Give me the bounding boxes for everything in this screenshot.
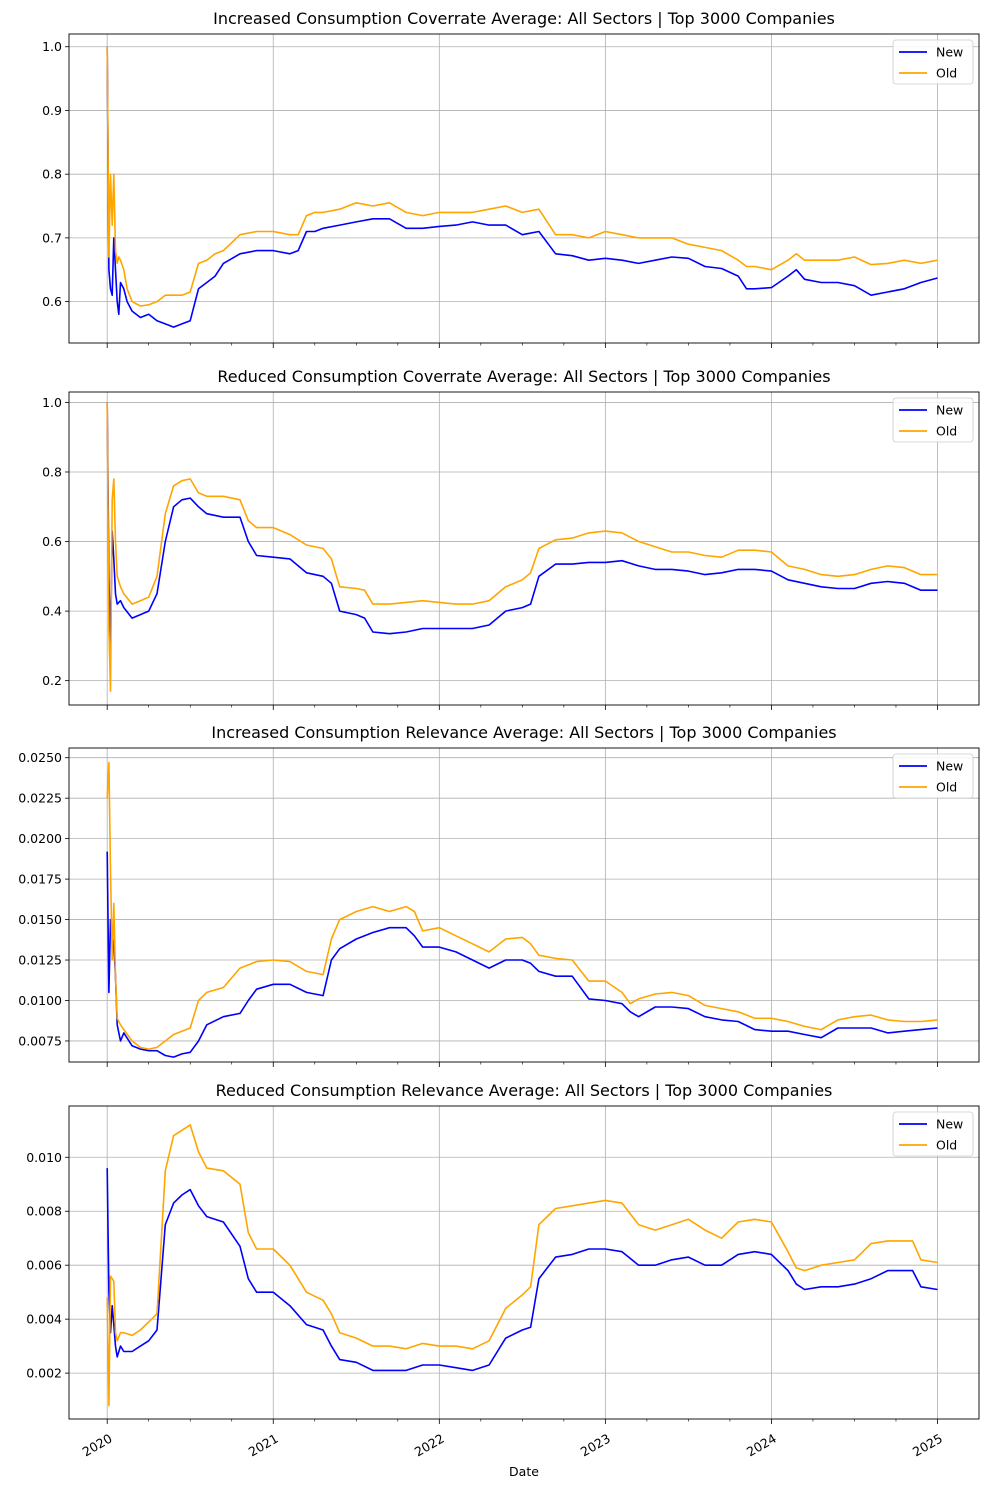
- chart-title: Reduced Consumption Coverrate Average: A…: [217, 367, 830, 386]
- x-axis-label: Date: [509, 1464, 539, 1479]
- y-tick-label: 0.6: [42, 534, 62, 549]
- legend-label: Old: [936, 66, 957, 81]
- y-tick-label: 1.0: [42, 39, 62, 54]
- legend: New Old: [892, 39, 974, 85]
- y-tick-label: 0.010: [26, 1150, 62, 1165]
- y-tick-label: 0.9: [42, 103, 62, 118]
- y-tick-label: 0.0125: [18, 953, 62, 968]
- y-tick-label: 0.0225: [18, 791, 62, 806]
- chart-panel-1: Increased Consumption Coverrate Average:…: [42, 9, 980, 348]
- y-tick-label: 0.0100: [18, 993, 62, 1008]
- y-tick-label: 0.0150: [18, 912, 62, 927]
- y-tick-label: 1.0: [42, 395, 62, 410]
- y-tick-label: 0.0250: [18, 750, 62, 765]
- series-line-new: [106, 851, 938, 1058]
- y-tick-label: 0.0075: [18, 1033, 62, 1048]
- x-tick-label: 2020: [80, 1431, 115, 1460]
- chart-panel-4: Reduced Consumption Relevance Average: A…: [26, 1081, 980, 1479]
- x-tick-label: 2022: [412, 1431, 447, 1460]
- x-tick-label: 2021: [246, 1431, 281, 1460]
- axes-frame: [68, 391, 980, 706]
- series-line-old: [106, 46, 938, 307]
- legend-label: New: [936, 403, 963, 418]
- y-tick-label: 0.0175: [18, 872, 62, 887]
- axes-frame: [68, 1105, 980, 1420]
- y-tick-label: 0.008: [26, 1204, 62, 1219]
- series-line-old: [106, 1124, 938, 1407]
- legend-label: Old: [936, 424, 957, 439]
- legend: New Old: [892, 1111, 974, 1157]
- legend: New Old: [892, 753, 974, 799]
- y-tick-label: 0.8: [42, 464, 62, 479]
- chart-title: Increased Consumption Coverrate Average:…: [213, 9, 835, 28]
- chart-title: Reduced Consumption Relevance Average: A…: [216, 1081, 833, 1100]
- series-line-new: [106, 1168, 938, 1372]
- series-line-old: [106, 761, 938, 1050]
- legend-label: New: [936, 759, 963, 774]
- y-tick-label: 0.004: [26, 1312, 62, 1327]
- legend-label: New: [936, 1117, 963, 1132]
- legend-label: Old: [936, 1138, 957, 1153]
- y-tick-label: 0.6: [42, 294, 62, 309]
- chart-panel-3: Increased Consumption Relevance Average:…: [18, 723, 980, 1067]
- series-line-new: [106, 46, 938, 328]
- x-tick-label: 2024: [744, 1431, 779, 1460]
- y-tick-label: 0.006: [26, 1258, 62, 1273]
- y-tick-label: 0.0200: [18, 831, 62, 846]
- x-tick-label: 2023: [578, 1431, 613, 1460]
- legend-label: New: [936, 45, 963, 60]
- y-tick-label: 0.8: [42, 167, 62, 182]
- legend: New Old: [892, 397, 974, 443]
- axes-frame: [68, 747, 980, 1063]
- y-tick-label: 0.4: [42, 604, 62, 619]
- chart-title: Increased Consumption Relevance Average:…: [211, 723, 836, 742]
- y-tick-label: 0.7: [42, 230, 62, 245]
- chart-panel-2: Reduced Consumption Coverrate Average: A…: [42, 367, 980, 710]
- y-tick-label: 0.2: [42, 673, 62, 688]
- legend-label: Old: [936, 780, 957, 795]
- y-tick-label: 0.002: [26, 1366, 62, 1381]
- x-tick-label: 2025: [910, 1431, 945, 1460]
- series-line-old: [106, 402, 938, 692]
- axes-frame: [68, 33, 980, 344]
- series-line-new: [106, 402, 938, 647]
